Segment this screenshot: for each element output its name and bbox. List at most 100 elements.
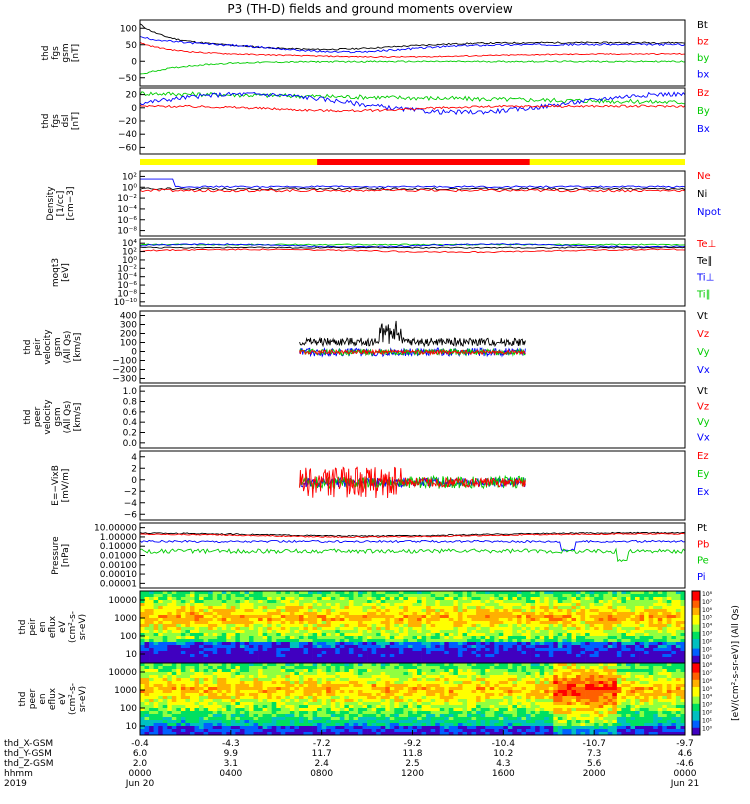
- spectrogram-cell: [390, 597, 395, 600]
- spectrogram-cell: [458, 594, 463, 597]
- spectrogram-cell: [263, 618, 268, 621]
- spectrogram-cell: [640, 594, 645, 597]
- spectrogram-cell: [263, 597, 268, 600]
- spectrogram-cell: [249, 681, 254, 684]
- spectrogram-cell: [367, 633, 372, 636]
- spectrogram-cell: [285, 717, 290, 720]
- spectrogram-cell: [181, 675, 186, 678]
- spectrogram-cell: [276, 606, 281, 609]
- spectrogram-cell: [413, 612, 418, 615]
- spectrogram-cell: [467, 702, 472, 705]
- spectrogram-cell: [403, 705, 408, 708]
- spectrogram-cell: [235, 645, 240, 648]
- spectrogram-cell: [199, 621, 204, 624]
- spectrogram-cell: [467, 606, 472, 609]
- spectrogram-cell: [435, 714, 440, 717]
- spectrogram-cell: [322, 681, 327, 684]
- spectrogram-cell: [494, 666, 499, 669]
- spectrogram-cell: [304, 714, 309, 717]
- spectrogram-cell: [612, 642, 617, 645]
- spectrogram-cell: [363, 711, 368, 714]
- spectrogram-cell: [403, 639, 408, 642]
- spectrogram-cell: [526, 621, 531, 624]
- legend-entry: Te∥: [696, 256, 713, 267]
- spectrogram-cell: [376, 693, 381, 696]
- spectrogram-cell: [599, 597, 604, 600]
- spectrogram-cell: [226, 705, 231, 708]
- spectrogram-cell: [235, 693, 240, 696]
- spectrogram-cell: [335, 621, 340, 624]
- spectrogram-cell: [481, 597, 486, 600]
- spectrogram-cell: [558, 639, 563, 642]
- spectrogram-cell: [245, 651, 250, 654]
- spectrogram-cell: [644, 642, 649, 645]
- spectrogram-cell: [276, 642, 281, 645]
- spectrogram-cell: [231, 729, 236, 732]
- spectrogram-cell: [449, 702, 454, 705]
- spectrogram-cell: [335, 594, 340, 597]
- spectrogram-cell: [349, 609, 354, 612]
- spectrogram-cell: [263, 669, 268, 672]
- spectrogram-cell: [199, 717, 204, 720]
- spectrogram-cell: [485, 711, 490, 714]
- spectrogram-cell: [190, 612, 195, 615]
- spectrogram-cell: [463, 651, 468, 654]
- spectrogram-cell: [154, 600, 159, 603]
- spectrogram-cell: [413, 729, 418, 732]
- spectrogram-cell: [426, 678, 431, 681]
- spectrogram-cell: [463, 663, 468, 666]
- spectrogram-cell: [512, 603, 517, 606]
- spectrogram-cell: [472, 630, 477, 633]
- spectrogram-cell: [363, 726, 368, 729]
- spectrogram-cell: [294, 690, 299, 693]
- spectrogram-cell: [213, 702, 218, 705]
- spectrogram-cell: [662, 630, 667, 633]
- spectrogram-cell: [426, 609, 431, 612]
- spectrogram-cell: [549, 615, 554, 618]
- spectrogram-cell: [195, 687, 200, 690]
- spectrogram-cell: [195, 654, 200, 657]
- spectrogram-cell: [626, 621, 631, 624]
- spectrogram-cell: [544, 609, 549, 612]
- spectrogram-cell: [485, 666, 490, 669]
- spectrogram-cell: [526, 609, 531, 612]
- spectrogram-cell: [472, 591, 477, 594]
- spectrogram-cell: [176, 699, 181, 702]
- spectrogram-cell: [344, 594, 349, 597]
- spectrogram-cell: [299, 684, 304, 687]
- spectrogram-cell: [176, 630, 181, 633]
- spectrogram-cell: [299, 627, 304, 630]
- spectrogram-cell: [158, 663, 163, 666]
- spectrogram-cell: [467, 603, 472, 606]
- spectrogram-cell: [281, 594, 286, 597]
- spectrogram-cell: [313, 729, 318, 732]
- spectrogram-cell: [308, 672, 313, 675]
- spectrogram-cell: [185, 711, 190, 714]
- spectrogram-cell: [644, 597, 649, 600]
- spectrogram-cell: [676, 630, 681, 633]
- spectrogram-cell: [226, 657, 231, 660]
- spectrogram-cell: [463, 681, 468, 684]
- spectrogram-cell: [594, 612, 599, 615]
- spectrogram-cell: [263, 630, 268, 633]
- spectrogram-cell: [322, 591, 327, 594]
- spectrogram-cell: [199, 639, 204, 642]
- spectrogram-cell: [344, 630, 349, 633]
- spectrogram-cell: [163, 600, 168, 603]
- spectrogram-cell: [531, 657, 536, 660]
- spectrogram-cell: [149, 651, 154, 654]
- spectrogram-cell: [222, 711, 227, 714]
- spectrogram-cell: [213, 636, 218, 639]
- spectrogram-cell: [517, 639, 522, 642]
- spectrogram-cell: [667, 603, 672, 606]
- spectrogram-cell: [317, 615, 322, 618]
- spectrogram-cell: [612, 651, 617, 654]
- spectrogram-cell: [290, 594, 295, 597]
- spectrogram-cell: [417, 624, 422, 627]
- spectrogram-cell: [494, 639, 499, 642]
- spectrogram-cell: [145, 699, 150, 702]
- spectrogram-cell: [485, 645, 490, 648]
- spectrogram-cell: [158, 693, 163, 696]
- spectrogram-cell: [517, 633, 522, 636]
- spectrogram-cell: [408, 594, 413, 597]
